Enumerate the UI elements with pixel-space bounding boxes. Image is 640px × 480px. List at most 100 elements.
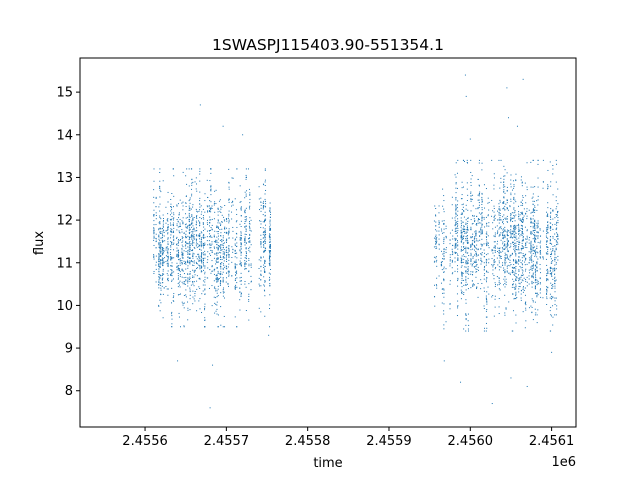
data-point	[554, 264, 556, 266]
data-point	[269, 241, 271, 243]
data-point	[504, 209, 506, 211]
data-point	[509, 259, 511, 261]
data-point	[494, 306, 496, 308]
data-point	[189, 309, 191, 311]
data-point	[187, 267, 189, 269]
data-point	[520, 249, 522, 251]
data-point	[436, 236, 438, 238]
data-point	[498, 284, 500, 286]
data-point	[534, 273, 536, 275]
data-point	[210, 194, 212, 196]
data-point	[263, 251, 265, 253]
data-point	[217, 208, 219, 210]
data-point	[250, 281, 252, 283]
data-point	[223, 252, 225, 254]
data-point	[473, 266, 475, 268]
data-point	[511, 233, 513, 235]
data-point	[249, 194, 251, 196]
data-point	[547, 249, 549, 251]
data-point	[493, 255, 495, 257]
data-point	[518, 213, 520, 215]
data-point	[550, 218, 552, 220]
data-point	[509, 261, 511, 263]
data-point	[158, 257, 160, 259]
data-point	[518, 259, 519, 261]
data-point	[187, 277, 189, 279]
data-point	[498, 280, 500, 282]
data-point	[155, 196, 157, 198]
data-point	[170, 203, 172, 205]
data-point	[244, 263, 246, 265]
data-point	[549, 242, 551, 244]
data-point	[537, 237, 539, 239]
data-point	[245, 229, 247, 231]
data-point	[181, 254, 183, 256]
data-point	[250, 266, 252, 268]
data-point	[182, 253, 184, 255]
data-point	[480, 263, 482, 265]
data-point	[210, 207, 212, 209]
data-point	[187, 273, 189, 275]
chart-title: 1SWASPJ115403.90-551354.1	[212, 36, 444, 54]
data-point	[472, 233, 474, 235]
data-point	[204, 242, 206, 244]
data-point	[166, 288, 168, 290]
data-point	[216, 252, 218, 254]
data-point	[265, 206, 267, 208]
data-point	[514, 245, 516, 247]
data-point	[552, 173, 554, 175]
data-point	[162, 251, 164, 253]
data-point	[269, 240, 271, 242]
data-point	[222, 281, 224, 283]
data-point	[479, 239, 481, 241]
data-point	[201, 253, 203, 255]
data-point	[158, 304, 160, 306]
data-point	[531, 248, 533, 250]
data-point	[217, 235, 219, 237]
data-point	[465, 208, 467, 210]
data-point	[263, 250, 265, 252]
data-point	[209, 230, 211, 232]
data-point	[195, 208, 197, 210]
data-point	[173, 214, 175, 216]
data-point	[530, 212, 532, 214]
data-point	[269, 278, 271, 280]
data-point	[531, 276, 533, 278]
data-point	[554, 251, 556, 253]
data-point	[465, 232, 467, 234]
data-point	[199, 236, 201, 238]
data-point	[177, 226, 179, 228]
data-point	[522, 222, 524, 224]
data-point	[221, 241, 223, 243]
data-point	[158, 261, 160, 263]
data-point	[463, 230, 465, 232]
data-point	[187, 243, 189, 245]
data-point	[438, 226, 440, 228]
data-point	[463, 225, 465, 227]
data-point	[177, 244, 179, 246]
data-point	[159, 231, 161, 233]
data-point	[539, 257, 541, 259]
data-point	[239, 309, 241, 311]
data-point	[189, 273, 191, 275]
data-point	[483, 330, 485, 332]
data-point	[260, 279, 262, 281]
data-point	[523, 254, 525, 256]
data-point	[204, 309, 206, 311]
data-point	[170, 224, 172, 226]
data-point	[470, 261, 472, 263]
x-tick-label: 2.4560	[448, 434, 494, 449]
data-point	[228, 257, 230, 259]
data-point	[511, 271, 513, 273]
data-point	[520, 297, 522, 299]
data-point	[515, 173, 517, 175]
data-point	[473, 218, 475, 220]
data-point	[487, 286, 489, 288]
outlier-point	[522, 78, 524, 80]
data-point	[171, 311, 173, 313]
data-point	[191, 243, 193, 245]
data-point	[502, 219, 504, 221]
data-point	[260, 260, 262, 262]
data-point	[153, 224, 155, 226]
data-point	[270, 228, 272, 230]
